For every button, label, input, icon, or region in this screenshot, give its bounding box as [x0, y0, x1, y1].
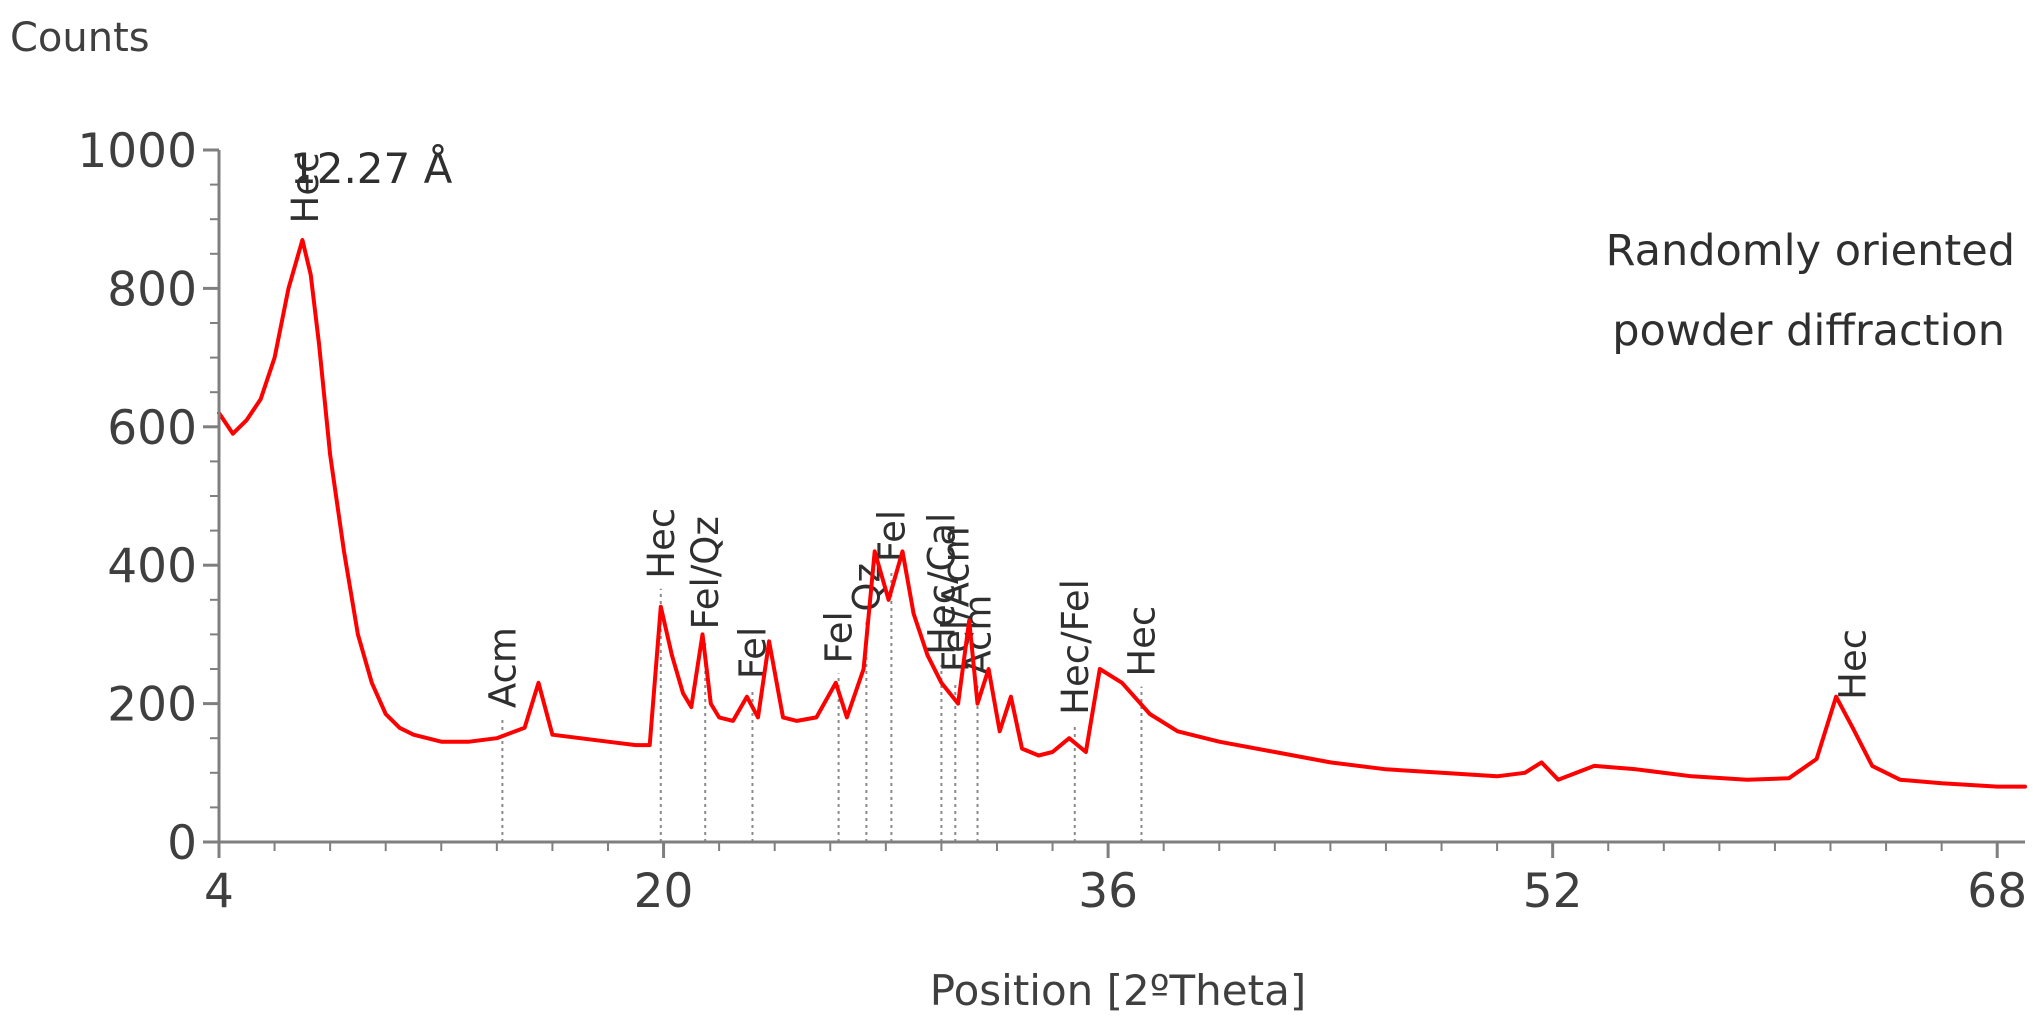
y-tick-label: 600 — [107, 401, 197, 456]
x-tick-label: 52 — [1523, 864, 1583, 919]
y-tick-label: 800 — [107, 262, 197, 317]
y-tick-label: 200 — [107, 678, 197, 733]
peak-label: 12.27 Å — [290, 143, 453, 193]
x-tick-label: 68 — [1967, 864, 2027, 919]
x-axis-label: Position [2ºTheta] — [930, 966, 1306, 1015]
peak-annotation-label: Acm — [481, 627, 524, 708]
series-layer — [217, 238, 2027, 789]
x-tick-label: 36 — [1078, 864, 1138, 919]
axis-layer: 0 200 400 600 800 1000 4 20 36 52 68 — [77, 124, 2027, 919]
xrd-series-line — [217, 238, 2027, 789]
inset-line-1: Randomly oriented — [1606, 226, 2015, 276]
peak-annotation-label: Hec — [1120, 606, 1163, 677]
peak-annotation-label: Fel — [870, 510, 913, 562]
peak-annotation-label: Hec/Fel — [1054, 579, 1097, 715]
peak-annotation-label: Hec/Cal — [920, 513, 963, 655]
y-tick-label: 1000 — [77, 124, 197, 179]
peak-annotation-label: Hec — [640, 508, 683, 579]
x-tick-label: 20 — [634, 864, 694, 919]
x-tick-label: 4 — [204, 864, 234, 919]
peak-annotation-label: Fel/Qz — [684, 516, 727, 629]
peak-annotation-label: Hec — [1832, 629, 1875, 700]
y-tick-label: 400 — [107, 539, 197, 594]
peak-annotation-label: Fel — [818, 611, 861, 663]
peak-annotation-label: Hec — [284, 153, 327, 224]
y-axis-label: Counts — [10, 15, 150, 61]
y-tick-label: 0 — [167, 816, 197, 871]
inset-line-2: powder diffraction — [1612, 306, 2005, 356]
